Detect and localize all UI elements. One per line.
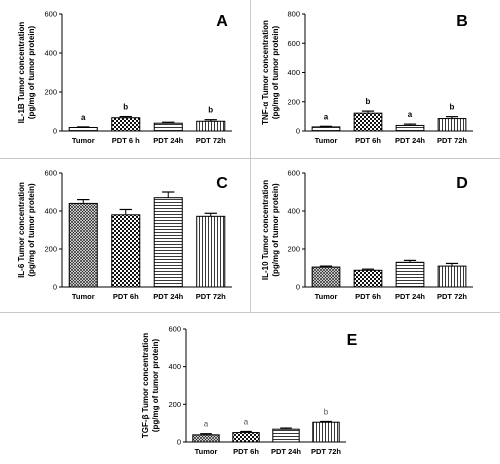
category-label: PDT 24h — [153, 136, 183, 145]
bar — [353, 269, 383, 288]
bar — [272, 428, 300, 443]
category-label: PDT 6 h — [112, 136, 140, 145]
y-tick-label: 400 — [168, 362, 181, 371]
y-tick-label: 400 — [44, 207, 57, 216]
panel-letter: C — [216, 175, 228, 192]
y-axis-title: IL-10 Tumor concentration(pg/mg of tumor… — [261, 180, 280, 280]
significance-label: b — [324, 407, 329, 416]
bar — [196, 120, 226, 132]
significance-label: b — [450, 103, 455, 112]
panel-letter: E — [347, 332, 358, 349]
y-tick-label: 200 — [287, 97, 300, 106]
category-label: PDT 6h — [233, 447, 259, 456]
significance-label: a — [324, 112, 329, 121]
panel-e: 0 200 400 600 TGF-β Tumor concentration(pg/m… — [141, 325, 358, 457]
significance-label: a — [408, 110, 413, 119]
panel-letter: D — [456, 175, 468, 192]
y-tick-label: 200 — [287, 245, 300, 254]
category-label: Tumor — [72, 136, 95, 145]
category-label: PDT 6h — [113, 292, 139, 301]
panel-a: 0 200 400 600 IL-1B Tumor concentration(pg/m… — [17, 10, 232, 145]
y-tick-label: 0 — [53, 283, 57, 292]
significance-label: a — [81, 113, 86, 122]
bar — [111, 214, 141, 288]
y-tick-label: 0 — [296, 127, 300, 136]
y-tick-label: 400 — [287, 207, 300, 216]
category-label: PDT 24h — [271, 447, 301, 456]
bar — [196, 215, 226, 288]
panel-c: 0 200 400 600 IL-6 Tumor concentration(pg/mg… — [17, 169, 232, 301]
bar — [153, 122, 183, 132]
category-label: Tumor — [195, 447, 218, 456]
bar — [68, 126, 98, 132]
panel-letter: B — [456, 13, 468, 30]
y-tick-label: 800 — [287, 10, 300, 19]
category-label: PDT 72h — [311, 447, 341, 456]
bar — [311, 126, 341, 132]
divider-horizontal-bottom — [0, 312, 500, 313]
y-tick-label: 200 — [168, 400, 181, 409]
category-label: PDT 24h — [395, 136, 425, 145]
y-tick-label: 0 — [296, 283, 300, 292]
y-axis-title: IL-1B Tumor concentration(pg/mg of tumor… — [17, 22, 36, 124]
category-label: PDT 24h — [395, 292, 425, 301]
y-axis-title: TGF-β Tumor concentration(pg/mg of tumor… — [141, 333, 160, 438]
y-tick-label: 600 — [287, 39, 300, 48]
significance-label: a — [204, 420, 209, 429]
bar — [437, 118, 467, 132]
y-tick-label: 600 — [44, 169, 57, 178]
bar — [192, 434, 220, 443]
y-axis-title: TNF-α Tumor concentration(pg/mg of tumor… — [261, 20, 280, 125]
divider-vertical-top — [250, 0, 251, 312]
category-label: PDT 6h — [355, 292, 381, 301]
y-axis-title: IL-6 Tumor concentration(pg/mg of tumor … — [17, 182, 36, 278]
category-label: Tumor — [315, 292, 338, 301]
y-tick-label: 600 — [287, 169, 300, 178]
bar — [153, 197, 183, 288]
y-tick-label: 0 — [53, 127, 57, 136]
bar — [395, 124, 425, 132]
category-label: PDT 6h — [355, 136, 381, 145]
significance-label: a — [244, 417, 249, 426]
category-label: PDT 72h — [196, 292, 226, 301]
panel-d: 0 200 400 600 IL-10 Tumor concentration(pg/m… — [261, 169, 473, 301]
bar — [395, 261, 425, 288]
bar — [353, 112, 383, 132]
y-tick-label: 400 — [44, 49, 57, 58]
bar — [232, 432, 260, 443]
y-tick-label: 400 — [287, 68, 300, 77]
y-tick-label: 600 — [44, 10, 57, 19]
significance-label: b — [208, 106, 213, 115]
bar — [111, 117, 141, 132]
category-label: Tumor — [72, 292, 95, 301]
panel-letter: A — [216, 13, 228, 30]
significance-label: b — [123, 103, 128, 112]
significance-label: b — [366, 97, 371, 106]
y-tick-label: 0 — [177, 438, 181, 447]
y-tick-label: 600 — [168, 325, 181, 334]
bar — [312, 421, 340, 443]
bar — [68, 202, 98, 288]
category-label: PDT 24h — [153, 292, 183, 301]
bar — [311, 266, 341, 288]
divider-horizontal-middle — [0, 158, 500, 159]
category-label: PDT 72h — [437, 136, 467, 145]
panel-b: 0 200 400 600 800 TNF-α Tumor concentration(p… — [261, 10, 473, 145]
y-tick-label: 200 — [44, 88, 57, 97]
category-label: PDT 72h — [437, 292, 467, 301]
category-label: Tumor — [315, 136, 338, 145]
bar — [437, 265, 467, 288]
category-label: PDT 72h — [196, 136, 226, 145]
y-tick-label: 200 — [44, 245, 57, 254]
